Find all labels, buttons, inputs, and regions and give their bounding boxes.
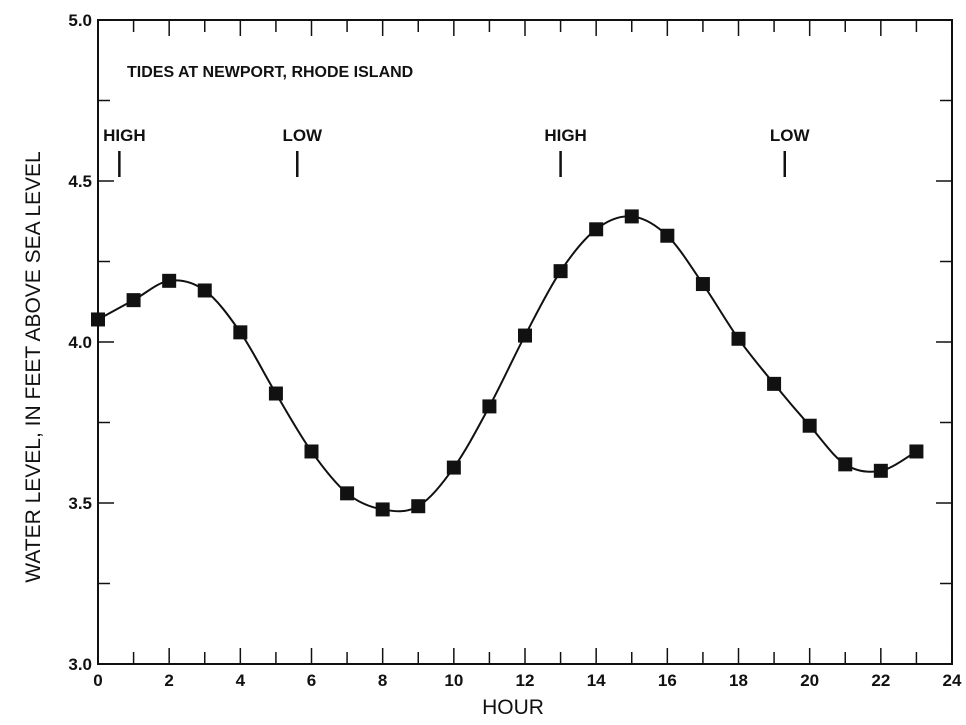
x-tick-labels: 0 2 4 6 8 10 12 14 16 18 20 22 24: [93, 671, 962, 690]
data-point: [482, 399, 497, 414]
data-point: [518, 328, 532, 343]
data-point: [695, 277, 710, 292]
data-point: [909, 444, 924, 459]
series-line: [97, 215, 917, 513]
x-tick-label: 0: [93, 671, 102, 690]
data-point: [731, 331, 746, 346]
tide-annotations: HIGH LOW HIGH LOW: [103, 126, 811, 177]
data-point: [340, 486, 355, 501]
chart-title: TIDES AT NEWPORT, RHODE ISLAND: [127, 64, 413, 81]
data-point: [873, 463, 888, 478]
x-tick-label: 8: [378, 671, 387, 690]
axis-ticks: [97, 19, 953, 665]
data-point: [233, 325, 248, 340]
water-level-series: [91, 209, 924, 517]
x-tick-label: 2: [164, 671, 173, 690]
y-tick-label: 4.0: [68, 333, 92, 352]
x-tick-label: 4: [236, 671, 246, 690]
data-point: [624, 209, 639, 224]
annotation-label: HIGH: [544, 126, 587, 145]
y-tick-label: 4.5: [68, 172, 92, 191]
annotation-label: HIGH: [103, 126, 146, 145]
data-point: [197, 283, 212, 298]
data-point: [162, 273, 177, 288]
x-tick-label: 10: [444, 671, 463, 690]
data-point: [553, 264, 568, 279]
x-tick-label: 22: [871, 671, 890, 690]
data-point: [767, 376, 782, 391]
x-axis-title: HOUR: [482, 696, 544, 719]
data-point: [838, 457, 853, 472]
data-point: [304, 444, 319, 459]
x-tick-label: 14: [587, 671, 606, 690]
data-point: [589, 222, 604, 237]
data-point: [802, 418, 817, 433]
x-tick-label: 16: [658, 671, 677, 690]
data-point: [91, 312, 105, 327]
annotation-label: LOW: [770, 126, 811, 145]
data-point: [411, 499, 426, 514]
x-tick-label: 24: [943, 671, 962, 690]
data-point: [268, 386, 283, 401]
x-tick-label: 18: [729, 671, 748, 690]
x-tick-label: 12: [516, 671, 535, 690]
x-tick-label: 6: [307, 671, 316, 690]
annotation-label: LOW: [282, 126, 323, 145]
data-point: [660, 228, 675, 243]
data-point: [446, 460, 461, 475]
y-tick-labels: 3.0 3.5 4.0 4.5 5.0: [68, 11, 92, 674]
y-tick-label: 3.5: [68, 494, 92, 513]
data-point: [126, 293, 141, 308]
y-tick-label: 5.0: [68, 11, 92, 30]
x-tick-label: 20: [800, 671, 819, 690]
y-axis-title: WATER LEVEL, IN FEET ABOVE SEA LEVEL: [22, 151, 45, 582]
y-tick-label: 3.0: [68, 655, 92, 674]
data-point: [375, 502, 390, 517]
